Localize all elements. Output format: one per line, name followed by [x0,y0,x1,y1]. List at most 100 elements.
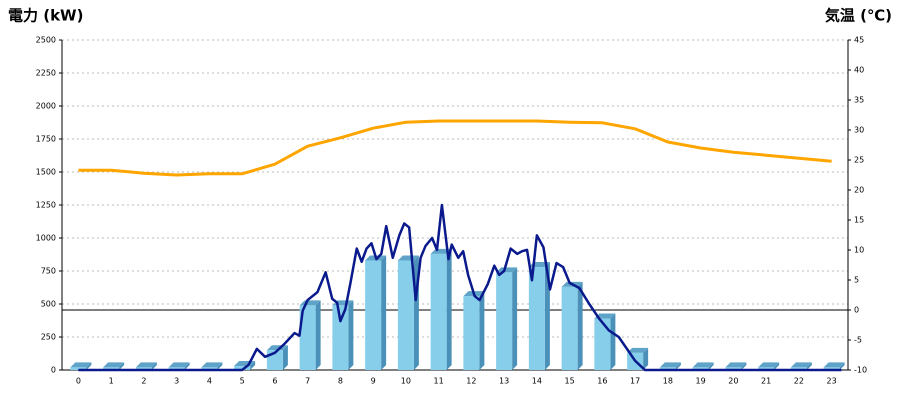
left-axis-title: 電力 (kW) [8,7,83,25]
bar-face [659,362,681,368]
x-tick-label: 0 [76,377,81,386]
bar-face [250,361,256,370]
bar [168,362,190,370]
bar-face [692,367,709,370]
bar [70,362,92,370]
x-tick-label: 19 [696,377,706,386]
x-tick-label: 23 [827,377,837,386]
y-tick-label: 750 [41,267,56,276]
bar-face [70,362,92,368]
x-tick-label: 16 [597,377,607,386]
bar-face [299,305,316,370]
y2-tick-label: 20 [854,186,864,195]
bar [627,347,649,370]
y2-tick-label: -10 [854,366,867,375]
bar-face [315,300,321,370]
x-tick-label: 15 [565,377,575,386]
bar-face [135,362,157,368]
y2-tick-label: 5 [854,276,859,285]
bar-face [103,367,120,370]
bar [725,362,747,370]
bar-face [594,318,611,370]
bar-face [790,362,812,368]
bar-face [496,267,518,273]
x-tick-label: 21 [761,377,771,386]
bar-face [823,362,845,368]
bar [397,255,419,370]
x-tick-label: 2 [141,377,146,386]
x-tick-label: 4 [207,377,212,386]
x-tick-label: 11 [434,377,444,386]
x-tick-label: 9 [371,377,376,386]
bar-face [692,362,714,368]
bar-face [544,262,550,370]
bar-face [790,367,807,370]
bar-face [463,296,480,370]
y2-tick-label: 30 [854,126,864,135]
y2-tick-label: 40 [854,66,864,75]
y-tick-label: 2500 [36,36,56,45]
x-tick-label: 6 [272,377,277,386]
bar [463,291,485,370]
bar-face [659,367,676,370]
bar-face [758,362,780,368]
y2-tick-label: 25 [854,156,864,165]
bar-face [577,281,583,370]
bar-face [839,362,845,370]
bar [135,362,157,370]
bar-face [774,362,780,370]
x-tick-label: 1 [109,377,114,386]
bar [201,362,223,370]
bar-face [561,286,578,370]
y2-tick-label: 35 [854,96,864,105]
bar-face [496,272,513,370]
line [78,119,832,177]
bar [103,362,125,370]
bar [659,362,681,370]
y-tick-label: 250 [41,333,56,342]
bar-face [217,362,223,370]
bar-face [168,362,190,368]
bar-face [512,267,518,370]
x-tick-label: 18 [663,377,673,386]
bar [561,281,583,370]
bar-face [643,347,649,370]
x-tick-label: 10 [401,377,411,386]
bar-face [806,362,812,370]
bar-face [234,366,251,370]
bar-face [823,367,840,370]
bar [692,362,714,370]
bar-face [103,362,125,368]
y2-tick-label: 0 [854,306,859,315]
bar-face [184,362,190,370]
bar-face [168,367,185,370]
y-tick-label: 1250 [36,201,56,210]
y-tick-label: 1500 [36,168,56,177]
bar-face [627,347,649,353]
bar-face [725,362,747,368]
y-tick-label: 500 [41,300,56,309]
x-tick-label: 22 [794,377,804,386]
bar-face [528,267,545,370]
bar-face [151,362,157,370]
bar [758,362,780,370]
bar-face [332,305,349,370]
bar-face [479,291,485,370]
y2-tick-label: 15 [854,216,864,225]
bar-face [725,367,742,370]
bar-face [708,362,714,370]
bar [332,300,354,370]
x-tick-label: 7 [305,377,310,386]
x-tick-label: 13 [499,377,509,386]
bar-face [397,255,419,261]
bar-face [381,255,387,370]
bar-face [365,260,382,370]
y-tick-label: 1000 [36,234,56,243]
bar [430,248,452,370]
bar-face [610,313,616,370]
right-axis-title: 気温 (℃) [825,7,892,25]
bar-face [348,300,354,370]
bar-face [741,362,747,370]
y2-tick-label: -5 [854,336,862,345]
